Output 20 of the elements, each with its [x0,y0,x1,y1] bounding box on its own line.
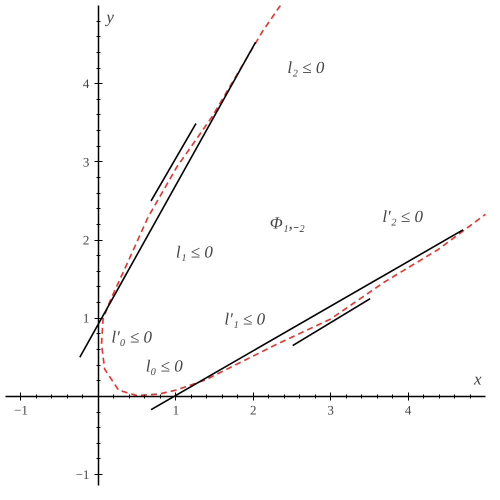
annotation: Φ₁,₋₂ [270,213,305,232]
x-tick-label: 3 [327,402,334,418]
annotation: l₂ ≤ 0 [287,58,325,77]
y-tick-label: 1 [82,310,90,326]
x-tick-label: −1 [14,402,28,418]
x-tick-label: 1 [172,402,180,418]
annotation: l′₀ ≤ 0 [111,327,153,346]
y-tick-label: 2 [82,232,90,248]
annotation: l′₁ ≤ 0 [224,309,266,328]
x-tick-label: 2 [250,402,256,418]
x-axis-title: x [472,369,482,388]
y-tick-label: −1 [76,467,90,482]
y-axis-title: y [104,8,114,26]
line-series [100,6,486,396]
x-tick-label: 4 [404,402,412,418]
annotation: l₁ ≤ 0 [176,242,214,262]
annotation: l₀ ≤ 0 [146,356,184,376]
annotation: l′₂ ≤ 0 [382,207,424,226]
y-tick-label: 3 [82,154,90,170]
y-tick-label: 4 [82,76,90,92]
